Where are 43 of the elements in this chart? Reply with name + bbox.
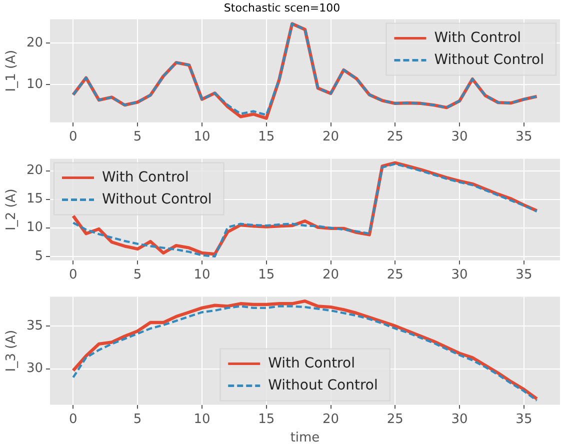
x-tick-label: 5 xyxy=(133,412,142,427)
x-tick-label: 35 xyxy=(516,268,532,283)
x-tick-label: 15 xyxy=(258,268,275,283)
x-tick-label: 15 xyxy=(258,412,275,427)
x-tick-label: 20 xyxy=(322,268,340,283)
x-tick-label: 25 xyxy=(386,268,404,283)
x-tick-label: 30 xyxy=(451,268,468,283)
y-tick-label: 5 xyxy=(34,248,43,264)
legend-label: Without Control xyxy=(102,191,212,208)
chart-title: Stochastic scen=100 xyxy=(224,1,340,14)
x-tick-label: 20 xyxy=(322,130,340,145)
legend-label: With Control xyxy=(268,355,355,372)
y-tick-label: 10 xyxy=(26,220,43,236)
x-tick-label: 0 xyxy=(69,268,78,283)
x-tick-label: 30 xyxy=(451,130,468,145)
y-axis-title: I_2 (A) xyxy=(4,188,20,230)
x-tick-label: 0 xyxy=(69,412,78,427)
y-tick-label: 35 xyxy=(26,318,43,334)
y-tick-label: 20 xyxy=(26,36,43,51)
x-tick-label: 10 xyxy=(194,268,210,283)
y-tick-label: 20 xyxy=(26,163,43,178)
x-tick-label: 0 xyxy=(69,130,78,145)
y-tick-label: 30 xyxy=(26,361,43,376)
x-tick-label: 10 xyxy=(194,412,210,427)
x-tick-label: 35 xyxy=(516,130,532,145)
x-tick-label: 25 xyxy=(386,412,404,427)
legend-label: With Control xyxy=(102,169,189,186)
y-tick-label: 10 xyxy=(26,76,43,92)
x-tick-label: 25 xyxy=(386,130,404,145)
x-tick-label: 30 xyxy=(451,412,468,427)
y-tick-label: 15 xyxy=(26,192,43,207)
x-axis-title: time xyxy=(290,430,320,446)
x-tick-label: 5 xyxy=(133,130,142,145)
x-tick-label: 20 xyxy=(322,412,340,427)
x-tick-label: 15 xyxy=(258,130,275,145)
legend-label: Without Control xyxy=(434,52,544,68)
y-axis-title: I_1 (A) xyxy=(4,50,20,92)
x-tick-label: 5 xyxy=(133,268,142,283)
y-axis-title: I_3 (A) xyxy=(4,330,20,372)
legend-label: With Control xyxy=(434,30,522,46)
x-tick-label: 10 xyxy=(194,130,210,145)
x-tick-label: 35 xyxy=(516,412,532,427)
legend-label: Without Control xyxy=(268,377,378,394)
